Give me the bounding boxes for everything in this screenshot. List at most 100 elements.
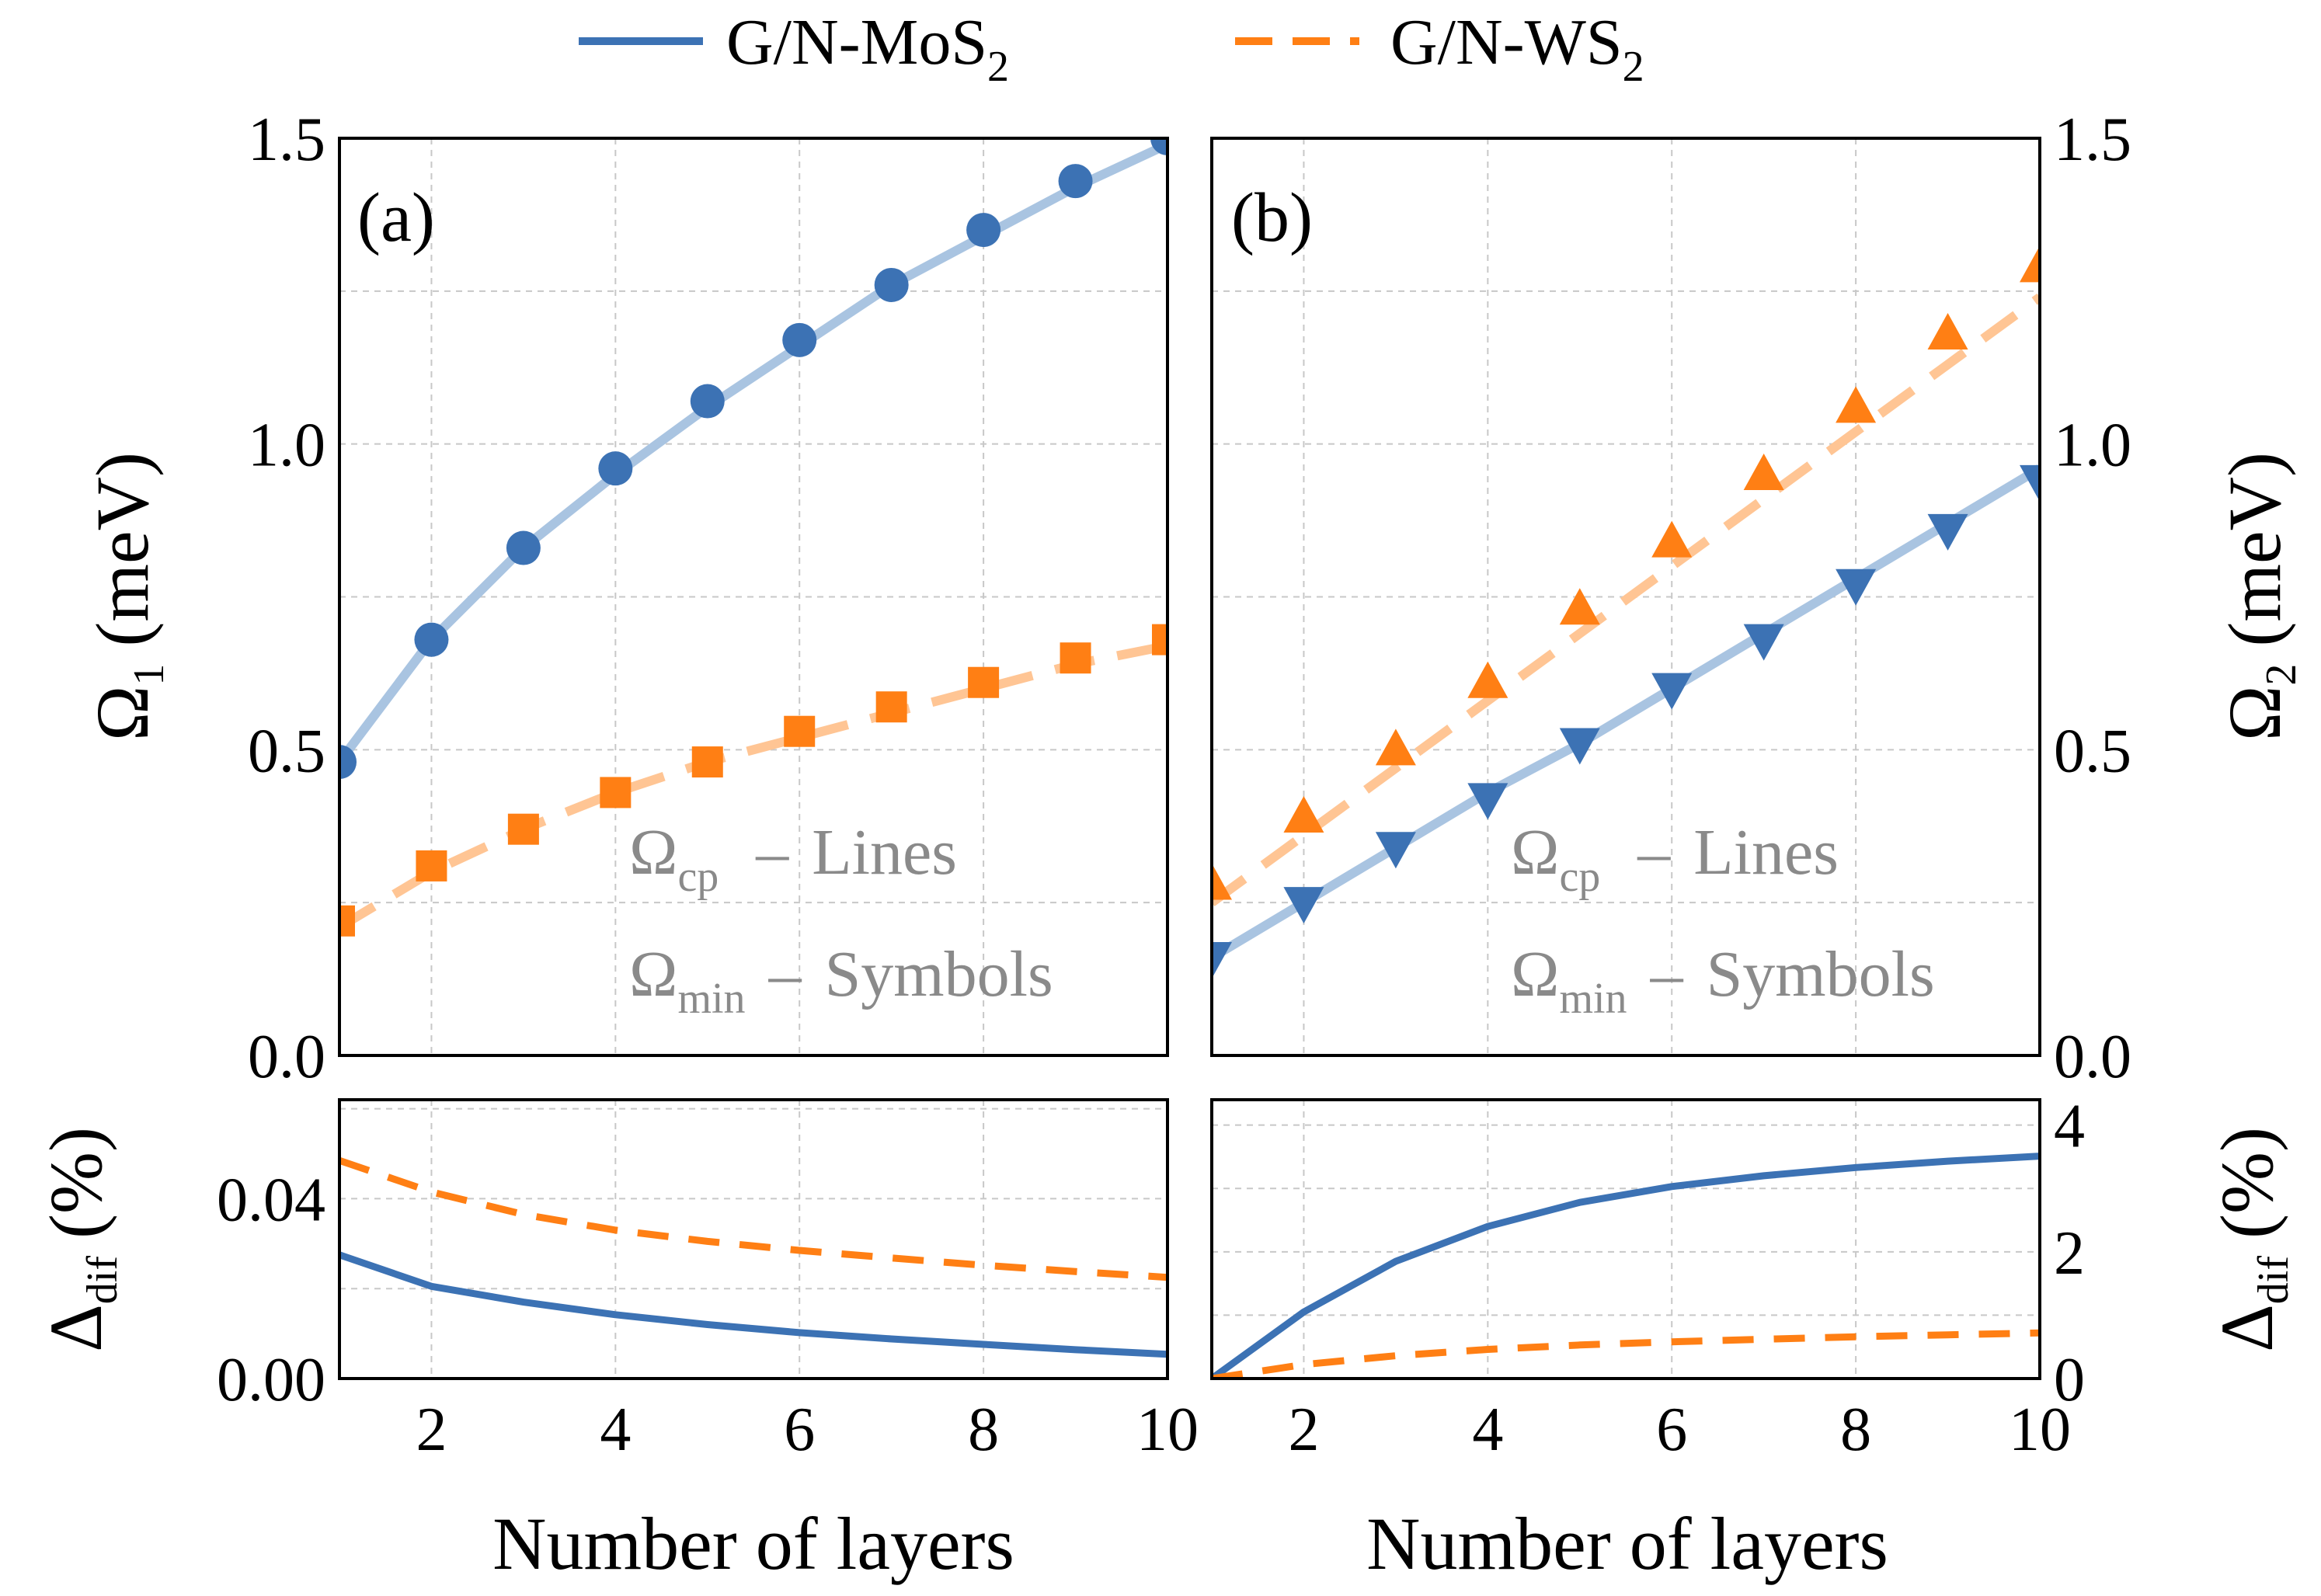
marker-mos2-4 (598, 451, 633, 486)
ytick-label: 1.0 (248, 412, 325, 480)
marker-mos2-6 (782, 322, 817, 357)
ytick-label: 0.5 (2054, 717, 2131, 785)
panel-a-top-plot (339, 138, 1167, 937)
marker-ws2-1 (339, 905, 355, 937)
panel-b-top-ticks: 0.0 0.5 1.0 1.5 (2054, 106, 2131, 1091)
panel-a-top-ticks: 0.0 0.5 1.0 1.5 (248, 106, 325, 1091)
svg-text:Ωcp–Lines: Ωcp – Lines (1511, 816, 1839, 901)
xtick-label: 10 (2009, 1396, 2071, 1464)
marker-ws2-7 (875, 691, 907, 723)
ytick-label: 0.0 (2054, 1023, 2131, 1091)
series-line-ws2 (339, 641, 1167, 931)
panel-b-bottom-grid (1212, 1100, 2040, 1379)
panel-a-bottom-ylabel: Δdif(%) (34, 1127, 127, 1352)
series-line-ws2 (339, 1156, 1167, 1281)
marker-ws2-2 (416, 850, 447, 881)
marker-ws2-5 (691, 746, 723, 778)
panel-a-label: (a) (357, 179, 435, 256)
marker-mos2-5 (690, 384, 725, 419)
panel-a-top-ylabel: Ω1(meV) (81, 452, 173, 741)
panel-a-bottom-ticks: 0.00 0.04 2 4 6 8 10 (217, 1166, 1199, 1464)
marker-mos2-8 (1836, 569, 1877, 606)
series-line-ws2 (1212, 293, 2040, 907)
panel-a-bottom-plot (339, 1156, 1167, 1358)
series-line-ws2 (1212, 1329, 2040, 1379)
annot-b-omega-min: Ω (1511, 938, 1559, 1010)
marker-mos2-7 (1743, 624, 1784, 661)
panel-a-bottom-frame (338, 1098, 1169, 1380)
ytick-label: 2 (2054, 1219, 2085, 1288)
marker-mos2-7 (874, 267, 909, 302)
marker-mos2-2 (414, 622, 449, 657)
svg-text:Δdif(%): Δdif(%) (2205, 1127, 2298, 1352)
xtick-label: 4 (1472, 1396, 1503, 1464)
panel-b-annotation: Ωcp – Lines Ωmin – Symbols (1511, 816, 1935, 1023)
series-line-mos2 (1212, 464, 2040, 962)
xtick-label: 6 (784, 1396, 815, 1464)
svg-text:Ωmin–Symbols: Ωmin – Symbols (1511, 938, 1935, 1023)
marker-mos2-1 (339, 745, 357, 780)
svg-text:Ωcp–Lines: Ωcp – Lines (629, 816, 957, 901)
panel-b-top-plot (1212, 245, 2040, 979)
marker-mos2-9 (1927, 513, 1968, 551)
panel-b-bottom-frame (1210, 1098, 2041, 1380)
panel-a-annotation: Ωcp – Lines Ωmin – Symbols (629, 816, 1053, 1023)
marker-mos2-1 (1212, 942, 1232, 979)
xtick-label: 8 (968, 1396, 999, 1464)
ytick-label: 1.5 (248, 106, 325, 174)
panel-b-bottom-plot (1212, 1153, 2040, 1379)
svg-text:Ωmin–Symbols: Ωmin – Symbols (629, 938, 1053, 1023)
marker-ws2-4 (1467, 661, 1508, 698)
marker-mos2-4 (1467, 783, 1508, 820)
marker-ws2-8 (968, 666, 1000, 698)
svg-text:Ω2(meV): Ω2(meV) (2213, 452, 2305, 741)
panel-b-top-ylabel: Ω2(meV) (2213, 452, 2305, 741)
marker-ws2-6 (784, 715, 816, 747)
ytick-label: 0 (2054, 1346, 2085, 1414)
marker-mos2-10 (1150, 138, 1167, 155)
marker-ws2-2 (1283, 795, 1324, 833)
panel-a-top-frame (338, 137, 1169, 1057)
panel-a-top: 0.00.51.01.5 (a) Ωcp – Lines Ωmin – Symbols … (81, 106, 1169, 1091)
xtick-label: 8 (1840, 1396, 1871, 1464)
panel-b-label: (b) (1231, 179, 1313, 256)
panel-a-top-grid (339, 138, 1167, 1055)
legend: G/N-MoS2 G/N-WS2 (579, 6, 1644, 91)
series-line-mos2 (339, 1251, 1167, 1358)
ytick-label: 1.5 (2054, 106, 2131, 174)
svg-text:Ω1(meV): Ω1(meV) (81, 452, 173, 741)
panel-a-bottom: 0.00 0.04 2 4 6 8 10 Δdif(%) Number of layers (34, 1098, 1199, 1585)
marker-ws2-8 (1836, 386, 1877, 423)
ytick-label: 4 (2054, 1093, 2085, 1161)
marker-ws2-9 (1060, 642, 1091, 674)
series-line-mos2 (339, 140, 1167, 765)
xtick-label: 4 (600, 1396, 631, 1464)
panel-b-bottom: 0 2 4 2 4 6 8 10 Δdif(%) Number of layers (1210, 1093, 2298, 1585)
marker-mos2-3 (1375, 832, 1416, 869)
marker-mos2-3 (506, 530, 541, 565)
ytick-label: 0.00 (217, 1346, 325, 1414)
panel-b-top-grid (1212, 138, 2040, 1055)
marker-mos2-6 (1651, 673, 1693, 710)
panel-b-bottom-ylabel: Δdif(%) (2205, 1127, 2298, 1352)
series-line-mos2 (1212, 1153, 2040, 1379)
marker-mos2-10 (2020, 464, 2040, 502)
xtick-label: 2 (416, 1396, 447, 1464)
ytick-label: 0.0 (248, 1023, 325, 1091)
marker-ws2-6 (1651, 520, 1693, 558)
annot-a-omega-min: Ω (629, 938, 677, 1010)
xtick-label: 2 (1288, 1396, 1319, 1464)
xtick-label: 6 (1656, 1396, 1687, 1464)
ytick-label: 1.0 (2054, 412, 2131, 480)
marker-ws2-4 (600, 777, 632, 808)
legend-ws2-label: G/N-WS2 (1390, 6, 1644, 91)
marker-ws2-3 (507, 813, 539, 845)
marker-ws2-10 (2020, 245, 2040, 283)
marker-ws2-7 (1743, 454, 1784, 491)
marker-mos2-9 (1058, 164, 1093, 199)
marker-ws2-5 (1559, 588, 1600, 625)
panel-b-xlabel: Number of layers (1366, 1502, 1888, 1585)
panel-b-top-frame (1210, 137, 2041, 1057)
panel-b-bottom-ticks: 0 2 4 2 4 6 8 10 (1288, 1093, 2085, 1464)
